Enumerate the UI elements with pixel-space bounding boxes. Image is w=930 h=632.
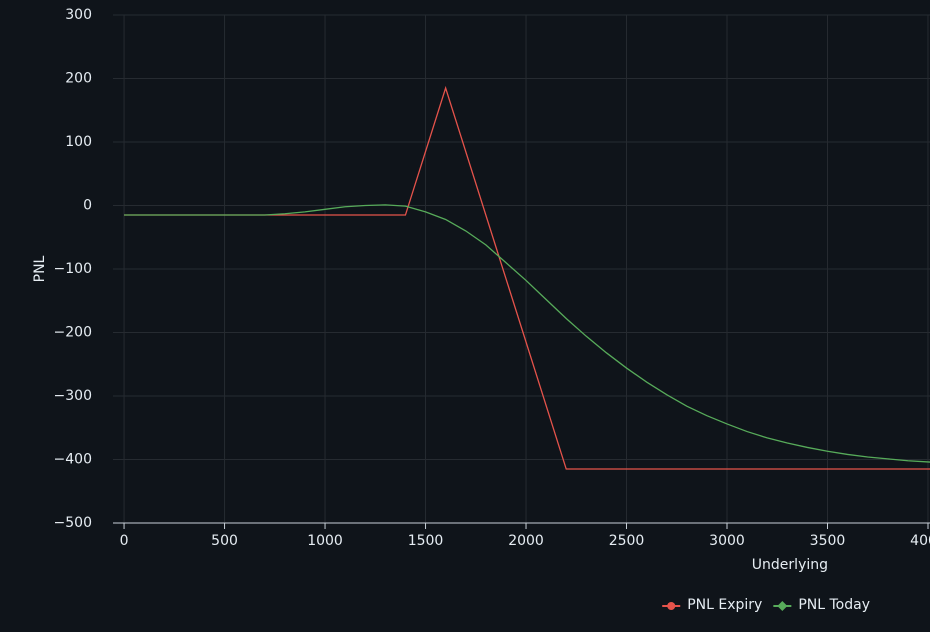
legend-marker [777,601,788,611]
x-tick-label: 2500 [609,533,645,549]
y-tick-label: 0 [83,198,92,214]
x-tick-label: 1500 [408,533,444,549]
x-tick-label: 3000 [709,533,745,549]
y-tick-label: 100 [65,134,92,150]
x-tick-label: 500 [211,533,238,549]
x-tick-label: 3500 [810,533,846,549]
legend-label: PNL Today [798,597,870,613]
y-tick-label: 300 [65,7,92,23]
y-axis-label: PNL [32,255,48,282]
x-tick-label: 1000 [307,533,343,549]
x-tick-label: 0 [120,533,129,549]
y-tick-label: −100 [54,261,92,277]
x-axis-label: Underlying [752,557,828,573]
legend-label: PNL Expiry [687,597,762,613]
legend-marker [667,602,676,610]
x-tick-label: 4000 [910,533,930,549]
x-tick-label: 2000 [508,533,544,549]
y-tick-label: −400 [54,452,92,468]
y-tick-label: 200 [65,71,92,87]
series-line [124,204,930,463]
y-tick-label: −500 [54,515,92,531]
y-tick-label: −200 [54,325,92,341]
y-tick-label: −300 [54,388,92,404]
series-line [124,85,930,470]
